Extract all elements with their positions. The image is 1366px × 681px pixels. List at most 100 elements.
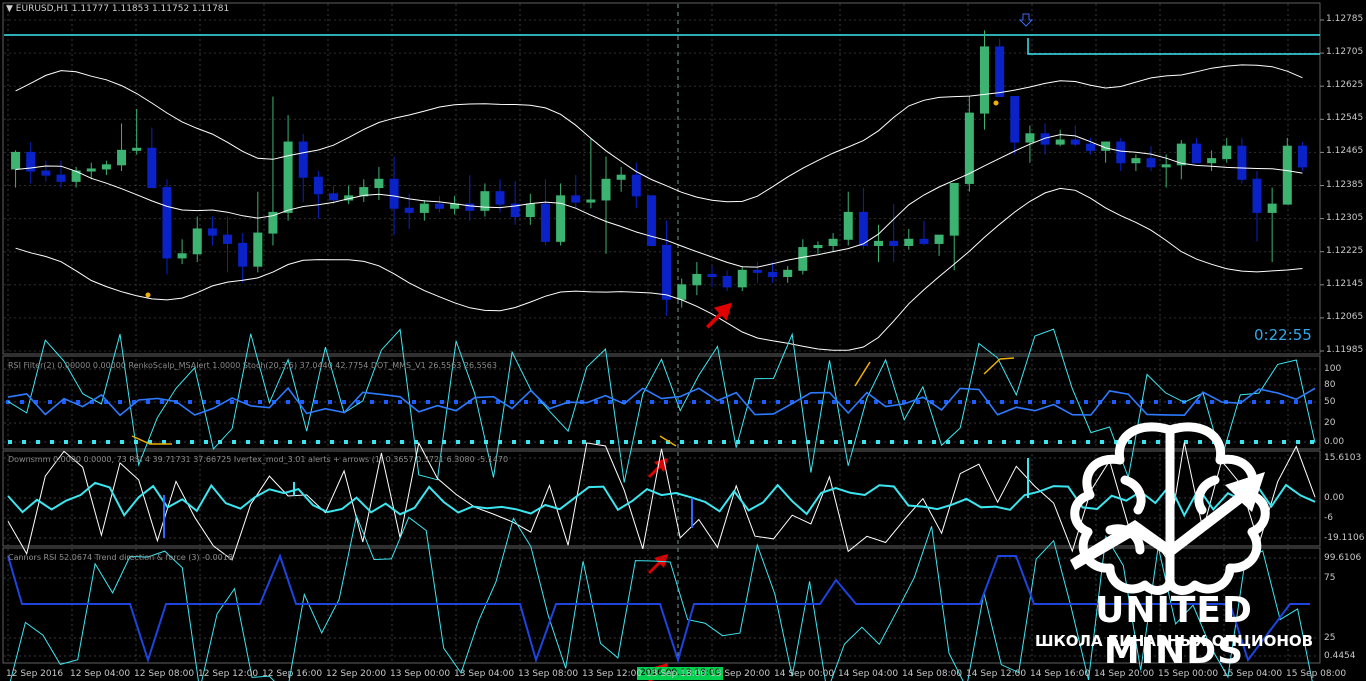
dot-marker <box>890 440 894 444</box>
candle-body <box>783 269 793 278</box>
dot-marker <box>888 400 892 404</box>
candle-body <box>995 46 1005 98</box>
price-label: 1.12305 <box>1326 212 1364 223</box>
dot-marker <box>776 400 780 404</box>
dot-marker <box>246 440 250 444</box>
dot-marker <box>118 400 122 404</box>
price-label: 1.12625 <box>1326 80 1364 91</box>
candle-body <box>56 174 66 182</box>
candle-body <box>117 149 127 166</box>
crosshair-time-label: 2016.09.13 18:00 <box>637 667 724 680</box>
dot-marker <box>860 400 864 404</box>
candle-body <box>707 273 717 278</box>
dot-marker <box>1156 440 1160 444</box>
dot-marker <box>78 440 82 444</box>
price-label: 1.12385 <box>1326 179 1364 190</box>
level-label: 99.6106 <box>1324 553 1362 563</box>
dot-marker <box>818 400 822 404</box>
dot-marker <box>1014 400 1018 404</box>
dot-marker <box>608 400 612 404</box>
candle-body <box>1146 158 1156 168</box>
dot-marker <box>344 440 348 444</box>
candle-body <box>874 240 884 246</box>
dot-marker <box>482 400 486 404</box>
ohlc-values: 1.11777 1.11853 1.11752 1.11781 <box>71 4 230 14</box>
candle-body <box>450 203 460 209</box>
dot-marker <box>132 400 136 404</box>
time-label: 14 Sep 04:00 <box>838 669 899 679</box>
dot-marker <box>244 400 248 404</box>
dot-marker <box>1044 440 1048 444</box>
dot-marker <box>316 440 320 444</box>
dot-marker <box>972 400 976 404</box>
time-label: 14 Sep 12:00 <box>966 669 1027 679</box>
dot-marker <box>428 440 432 444</box>
candle-body <box>889 240 899 246</box>
brand-name: UNITED MINDS <box>1095 590 1253 672</box>
dot-marker <box>1184 440 1188 444</box>
candle-body <box>722 276 732 288</box>
dot-marker <box>1296 440 1300 444</box>
candle-body <box>313 176 323 195</box>
candle-body <box>677 284 687 300</box>
candle-body <box>1070 139 1080 145</box>
dot-marker <box>34 400 38 404</box>
dot-marker <box>330 440 334 444</box>
bollinger-lower <box>15 187 1303 351</box>
chart-title: ▼ EURUSD,H1 1.11777 1.11853 1.11752 1.11… <box>6 4 229 14</box>
dot-marker <box>1000 400 1004 404</box>
dot-marker <box>1042 400 1046 404</box>
dot-marker <box>916 400 920 404</box>
dot-marker <box>64 440 68 444</box>
candle-body <box>329 193 338 201</box>
trend-force-line <box>7 553 1310 664</box>
time-label: 13 Sep 08:00 <box>518 669 579 679</box>
dot-marker <box>440 400 444 404</box>
time-label: 13 Sep 12:00 <box>582 669 643 679</box>
candle-body <box>465 203 475 211</box>
dot-marker <box>708 440 712 444</box>
candle-body <box>1176 143 1186 166</box>
dot-marker <box>790 400 794 404</box>
candle-body <box>1010 96 1020 143</box>
dot-marker <box>974 440 978 444</box>
candle-body <box>1161 164 1171 168</box>
dot-marker <box>902 400 906 404</box>
dot-marker <box>400 440 404 444</box>
level-label: 0.00 <box>1324 437 1345 447</box>
candle-body <box>495 191 505 205</box>
candle-body <box>101 164 111 170</box>
dot-marker <box>1168 400 1172 404</box>
dot-marker <box>1056 400 1060 404</box>
candle-body <box>510 203 520 218</box>
candle-body <box>980 46 989 114</box>
dot-marker <box>568 440 572 444</box>
candle-body <box>919 238 929 244</box>
candle-body <box>540 203 550 242</box>
candle-body <box>26 151 36 172</box>
dot-marker <box>274 440 278 444</box>
dot-marker <box>456 440 460 444</box>
chevron-down-icon[interactable]: ▼ <box>6 4 13 14</box>
candle-body <box>858 211 868 246</box>
dot-marker <box>496 400 500 404</box>
dot-marker <box>1126 400 1130 404</box>
orange-segment <box>659 435 677 447</box>
dot-marker <box>960 440 964 444</box>
candle-body <box>798 247 808 271</box>
level-label: 20 <box>1324 418 1336 428</box>
dot-marker <box>538 400 542 404</box>
dot-marker <box>384 400 388 404</box>
dot-marker <box>862 440 866 444</box>
dot-marker <box>188 400 192 404</box>
candle-body <box>601 178 611 201</box>
stochastic-line <box>7 328 1316 483</box>
dot-marker <box>1058 440 1062 444</box>
level-label: 75 <box>1324 573 1336 583</box>
dot-marker <box>76 400 80 404</box>
dot-marker <box>1070 400 1074 404</box>
rsi-filter-title: RSI Filter(2) 0.00000 0.00000 RenkoScalp… <box>8 361 497 370</box>
time-label: 13 Sep 20:00 <box>710 669 771 679</box>
